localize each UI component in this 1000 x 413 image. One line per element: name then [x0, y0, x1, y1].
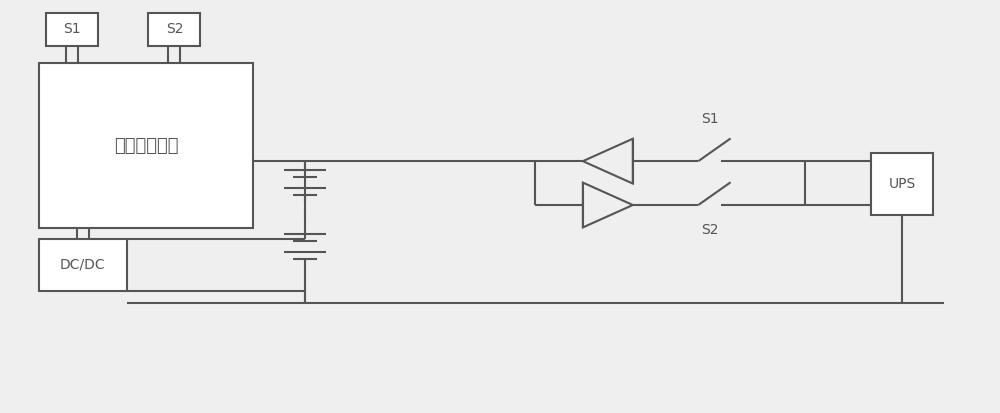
Text: S1: S1 — [63, 22, 80, 36]
Text: S1: S1 — [701, 112, 719, 126]
FancyBboxPatch shape — [39, 64, 253, 228]
Text: S2: S2 — [166, 22, 183, 36]
FancyBboxPatch shape — [148, 13, 200, 45]
Text: UPS: UPS — [889, 177, 916, 191]
Text: DC/DC: DC/DC — [60, 258, 105, 272]
Text: S2: S2 — [701, 223, 718, 237]
FancyBboxPatch shape — [39, 239, 127, 291]
FancyBboxPatch shape — [46, 13, 98, 45]
Text: 电池管理系统: 电池管理系统 — [114, 137, 178, 155]
FancyBboxPatch shape — [871, 153, 933, 215]
